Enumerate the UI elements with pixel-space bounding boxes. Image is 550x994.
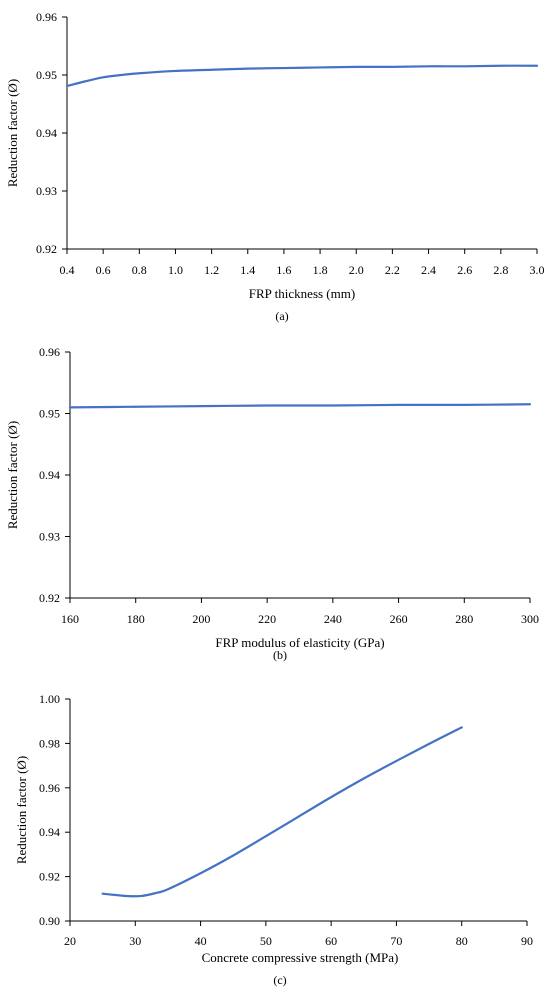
y-axis-label: Reduction factor (Ø): [5, 79, 20, 187]
series-line-b: [68, 403, 532, 409]
x-tick-label: 0.4: [60, 263, 75, 277]
y-tick-label: 0.90: [39, 914, 60, 928]
chart-b: 0.92 0.93 0.94 0.95 0.96 160 180 200 220 240 260 28…: [5, 345, 539, 662]
y-tick-label: 0.95: [39, 407, 60, 421]
x-tick-label: 70: [390, 934, 402, 948]
series-line-a: [65, 64, 539, 88]
x-tick-label: 2.8: [493, 263, 508, 277]
y-tick-label: 0.92: [39, 591, 60, 605]
x-tick-label: 180: [127, 612, 145, 626]
x-tick-label: 300: [521, 612, 539, 626]
x-tick-label: 2.4: [421, 263, 436, 277]
chart-c: 0.90 0.92 0.94 0.96 0.98 1.00 20 30 40 50 60 70 80 90…: [14, 692, 533, 987]
x-tick-label: 200: [192, 612, 210, 626]
x-tick-label: 3.0: [530, 263, 545, 277]
x-axis-label: FRP modulus of elasticity (GPa): [215, 635, 384, 650]
chart-a: 0.92 0.93 0.94 0.95 0.96 0.4 0.6 0.8 1.0 1.2 1.4 1.…: [5, 10, 545, 323]
x-tick-label: 20: [64, 934, 76, 948]
panel-label: (a): [275, 309, 288, 323]
y-axis-label: Reduction factor (Ø): [5, 421, 20, 529]
x-tick-label: 60: [325, 934, 337, 948]
x-tick-label: 2.0: [349, 263, 364, 277]
x-tick-label: 90: [521, 934, 533, 948]
y-tick-label: 0.96: [39, 345, 60, 359]
y-tick-label: 0.93: [39, 530, 60, 544]
y-tick-label: 1.00: [39, 692, 60, 706]
x-tick-label: 280: [455, 612, 473, 626]
x-axis-label: FRP thickness (mm): [249, 286, 355, 301]
x-tick-label: 220: [258, 612, 276, 626]
y-tick-label: 0.92: [36, 242, 57, 256]
x-tick-label: 0.6: [96, 263, 111, 277]
x-tick-label: 2.2: [385, 263, 400, 277]
x-tick-label: 30: [129, 934, 141, 948]
x-tick-label: 240: [324, 612, 342, 626]
y-tick-label: 0.92: [39, 870, 60, 884]
x-tick-label: 260: [390, 612, 408, 626]
x-tick-label: 50: [260, 934, 272, 948]
panel-label: (c): [273, 973, 286, 987]
x-tick-label: 160: [61, 612, 79, 626]
y-axis-label: Reduction factor (Ø): [14, 756, 29, 864]
x-tick-label: 1.6: [276, 263, 291, 277]
x-tick-label: 1.4: [240, 263, 255, 277]
x-tick-label: 1.8: [313, 263, 328, 277]
y-tick-label: 0.94: [36, 126, 57, 140]
y-tick-label: 0.95: [36, 68, 57, 82]
y-tick-label: 0.98: [39, 736, 60, 750]
y-tick-label: 0.94: [39, 825, 60, 839]
y-tick-label: 0.94: [39, 468, 60, 482]
x-tick-label: 1.2: [204, 263, 219, 277]
x-tick-label: 40: [195, 934, 207, 948]
y-tick-label: 0.96: [39, 781, 60, 795]
y-tick-label: 0.96: [36, 10, 57, 24]
x-tick-label: 2.6: [457, 263, 472, 277]
x-tick-label: 1.0: [168, 263, 183, 277]
y-tick-label: 0.93: [36, 184, 57, 198]
x-axis-label: Concrete compressive strength (MPa): [202, 950, 399, 965]
x-tick-label: 80: [456, 934, 468, 948]
panel-label: (b): [273, 648, 287, 662]
x-tick-label: 0.8: [132, 263, 147, 277]
series-line-c: [101, 726, 463, 898]
